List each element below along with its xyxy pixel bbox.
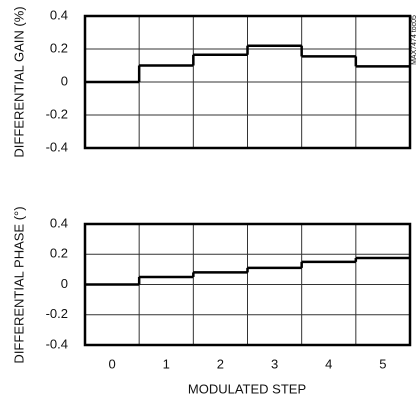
y-axis-label: DIFFERENTIAL GAIN (%): [11, 6, 26, 157]
y-tick-label: 0: [61, 73, 68, 88]
y-tick-label: 0.4: [50, 215, 68, 230]
x-tick-label: 3: [271, 356, 278, 371]
x-axis-label: MODULATED STEP: [188, 381, 306, 396]
y-tick-label: -0.2: [46, 306, 68, 321]
x-tick-label: 5: [379, 356, 386, 371]
y-tick-label: -0.4: [46, 139, 68, 154]
y-axis-label: DIFFERENTIAL PHASE (°): [11, 206, 26, 363]
y-tick-label: -0.2: [46, 106, 68, 121]
y-tick-label: -0.4: [46, 336, 68, 351]
x-tick-label: 0: [108, 356, 115, 371]
plot-frame: [83, 222, 412, 347]
y-tick-label: 0: [61, 276, 68, 291]
y-tick-label: 0.2: [50, 246, 68, 261]
x-tick-label: 4: [325, 356, 332, 371]
plot-frame: [83, 14, 412, 150]
annotation: MAX7474 toc05: [411, 15, 418, 65]
x-tick-label: 2: [217, 356, 224, 371]
y-tick-label: 0.2: [50, 40, 68, 55]
y-tick-label: 0.4: [50, 7, 68, 22]
x-tick-label: 1: [163, 356, 170, 371]
